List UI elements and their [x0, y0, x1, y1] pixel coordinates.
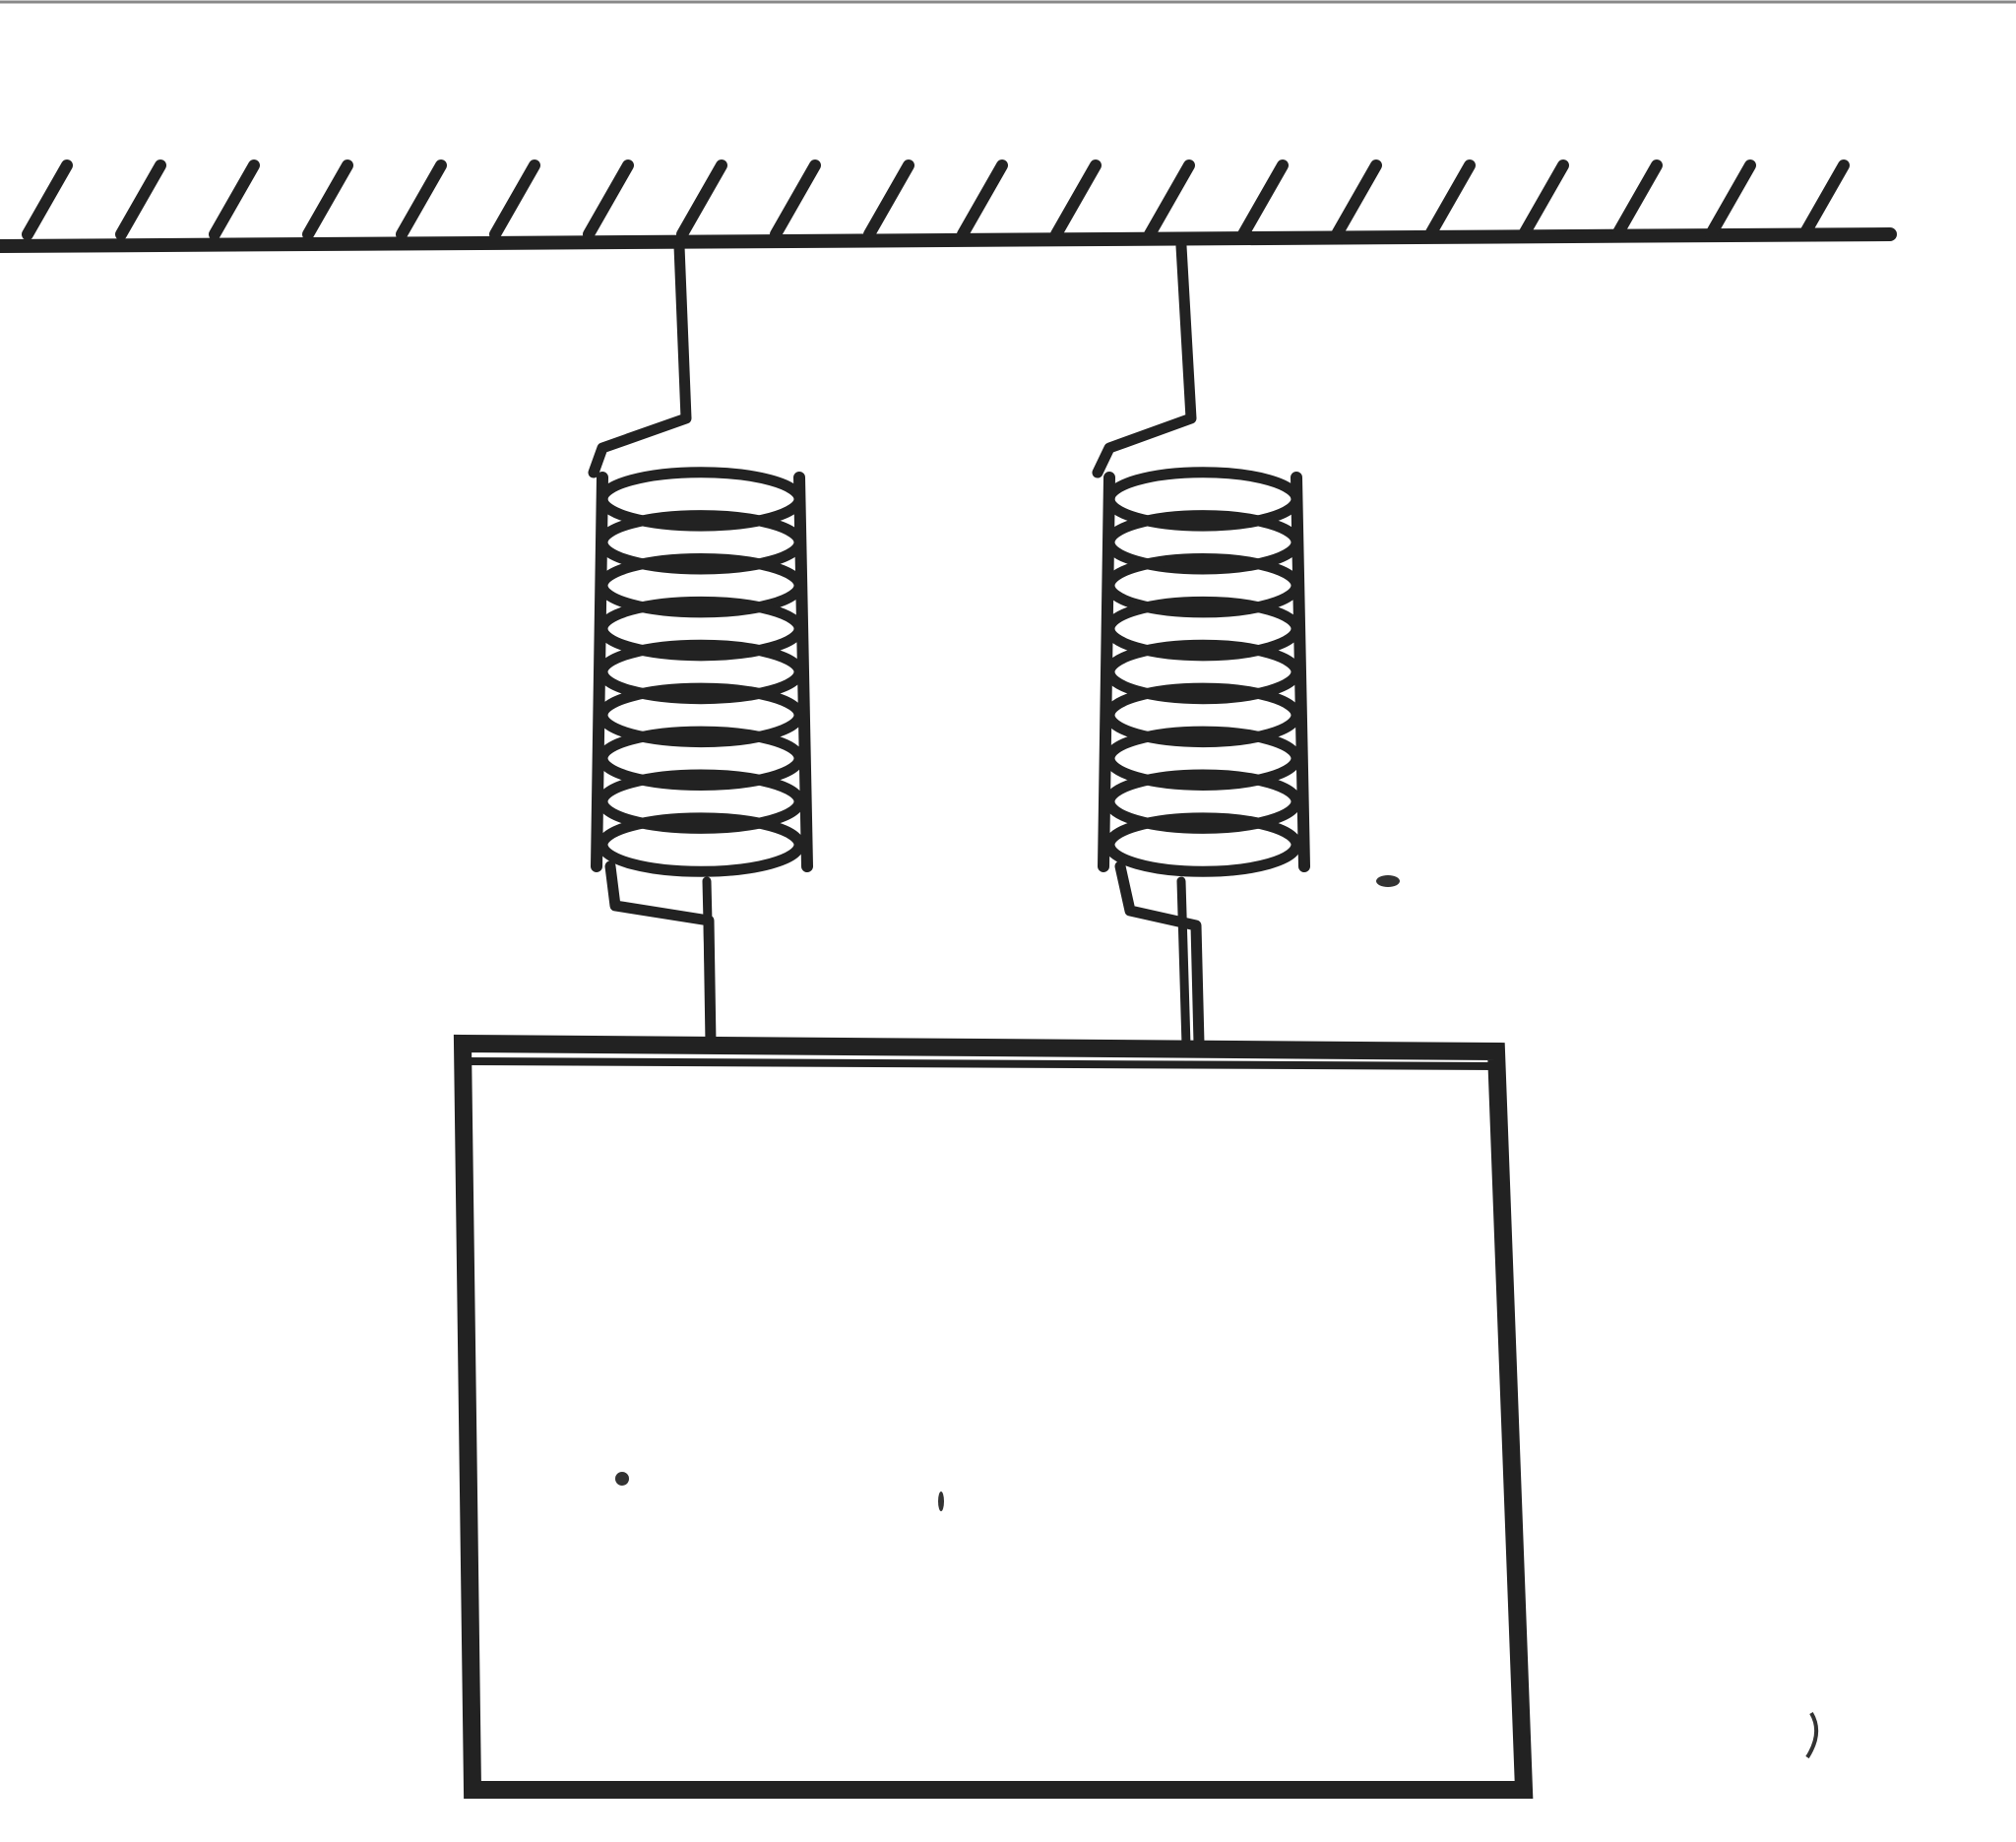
hatch-mark — [1331, 159, 1382, 240]
speck — [1805, 1711, 1819, 1759]
speck — [1376, 875, 1400, 887]
spring-coil-edge — [591, 472, 608, 872]
hatch-mark — [676, 159, 727, 240]
spring-coil-edge — [1098, 472, 1115, 872]
right-spring-bottom-lead — [1114, 860, 1205, 1049]
right-spring-coils — [1098, 467, 1310, 877]
speck — [938, 1492, 944, 1511]
hatch-mark — [1611, 159, 1663, 240]
left-spring-rod — [702, 876, 716, 1050]
hatch-mark — [209, 159, 260, 240]
hatch-mark — [489, 159, 540, 240]
hatch-mark — [1518, 159, 1569, 240]
speck — [615, 1472, 629, 1486]
spring-coil-edge — [1291, 472, 1310, 872]
ceiling-hatching — [22, 159, 1850, 240]
hatch-mark — [302, 159, 353, 240]
left-spring-coils — [591, 467, 813, 877]
hatch-mark — [1050, 159, 1102, 240]
hatch-mark — [770, 159, 821, 240]
right-spring-top-hook — [1092, 240, 1197, 478]
hatch-mark — [1798, 159, 1850, 240]
ceiling-line — [0, 227, 1897, 253]
right-spring — [1092, 240, 1310, 1050]
hatch-mark — [22, 159, 73, 240]
ceiling — [0, 159, 1897, 253]
right-spring-rod — [1176, 876, 1191, 1050]
left-spring-top-hook — [588, 240, 692, 478]
block-body — [453, 1034, 1534, 1799]
hatch-mark — [957, 159, 1008, 240]
left-spring-bottom-lead — [604, 860, 717, 1049]
hatch-mark — [1424, 159, 1476, 240]
block-top-inner-edge — [467, 1057, 1497, 1070]
hatch-mark — [863, 159, 914, 240]
scan-specks — [615, 875, 1819, 1759]
hatch-mark — [115, 159, 166, 240]
hatch-mark — [1705, 159, 1756, 240]
hatch-mark — [583, 159, 634, 240]
hatch-mark — [1237, 159, 1289, 240]
left-spring — [588, 240, 813, 1050]
hatch-mark — [1144, 159, 1195, 240]
hatch-mark — [396, 159, 447, 240]
block — [453, 1034, 1534, 1799]
spring-coil-edge — [793, 472, 813, 872]
